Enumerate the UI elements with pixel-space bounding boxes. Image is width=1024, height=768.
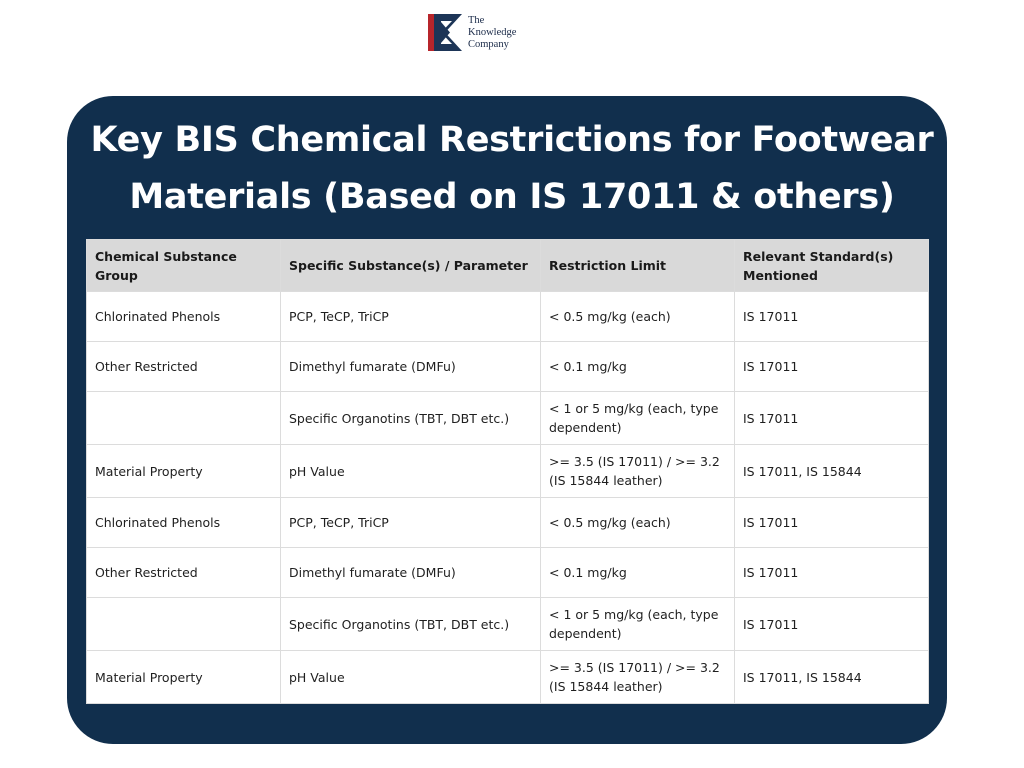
page-title: Key BIS Chemical Restrictions for Footwe… <box>0 112 1024 226</box>
header-restriction-limit: Restriction Limit <box>540 239 735 292</box>
table-row: Material Property pH Value >= 3.5 (IS 17… <box>86 444 929 498</box>
table-row: Specific Organotins (TBT, DBT etc.) < 1 … <box>86 391 929 445</box>
header-specific-substance: Specific Substance(s) / Parameter <box>280 239 541 292</box>
cell-standard: IS 17011 <box>734 597 929 651</box>
table-row: Material Property pH Value >= 3.5 (IS 17… <box>86 650 929 704</box>
cell-group: Chlorinated Phenols <box>86 497 281 548</box>
header-substance-group: Chemical Substance Group <box>86 239 281 292</box>
cell-limit: < 1 or 5 mg/kg (each, type dependent) <box>540 391 735 445</box>
cell-standard: IS 17011 <box>734 341 929 392</box>
cell-group: Chlorinated Phenols <box>86 291 281 342</box>
cell-standard: IS 17011 <box>734 291 929 342</box>
header-relevant-standard: Relevant Standard(s) Mentioned <box>734 239 929 292</box>
cell-limit: < 0.5 mg/kg (each) <box>540 497 735 548</box>
table-row: Chlorinated Phenols PCP, TeCP, TriCP < 0… <box>86 291 929 342</box>
cell-standard: IS 17011, IS 15844 <box>734 650 929 704</box>
logo-line-3: Company <box>468 39 509 50</box>
cell-limit: >= 3.5 (IS 17011) / >= 3.2 (IS 15844 lea… <box>540 444 735 498</box>
cell-limit: < 0.1 mg/kg <box>540 547 735 598</box>
logo-line-2: Knowledge <box>468 27 517 38</box>
cell-substance: PCP, TeCP, TriCP <box>280 497 541 548</box>
title-line-1: Key BIS Chemical Restrictions for Footwe… <box>90 120 934 160</box>
cell-group: Other Restricted <box>86 341 281 392</box>
k-logo-icon <box>428 14 462 51</box>
cell-group <box>86 597 281 651</box>
cell-standard: IS 17011, IS 15844 <box>734 444 929 498</box>
cell-group: Other Restricted <box>86 547 281 598</box>
cell-substance: Specific Organotins (TBT, DBT etc.) <box>280 391 541 445</box>
title-line-2: Materials (Based on IS 17011 & others) <box>129 177 895 217</box>
cell-substance: pH Value <box>280 650 541 704</box>
cell-standard: IS 17011 <box>734 497 929 548</box>
cell-substance: Dimethyl fumarate (DMFu) <box>280 547 541 598</box>
cell-group: Material Property <box>86 650 281 704</box>
logo-text: The Knowledge Company <box>468 15 516 51</box>
cell-limit: < 1 or 5 mg/kg (each, type dependent) <box>540 597 735 651</box>
cell-group <box>86 391 281 445</box>
table-row: Other Restricted Dimethyl fumarate (DMFu… <box>86 341 929 392</box>
cell-substance: Specific Organotins (TBT, DBT etc.) <box>280 597 541 651</box>
cell-substance: pH Value <box>280 444 541 498</box>
cell-limit: >= 3.5 (IS 17011) / >= 3.2 (IS 15844 lea… <box>540 650 735 704</box>
cell-substance: PCP, TeCP, TriCP <box>280 291 541 342</box>
cell-limit: < 0.1 mg/kg <box>540 341 735 392</box>
table-row: Specific Organotins (TBT, DBT etc.) < 1 … <box>86 597 929 651</box>
table-row: Other Restricted Dimethyl fumarate (DMFu… <box>86 547 929 598</box>
cell-group: Material Property <box>86 444 281 498</box>
company-logo: The Knowledge Company <box>428 14 516 54</box>
cell-substance: Dimethyl fumarate (DMFu) <box>280 341 541 392</box>
logo-line-1: The <box>468 15 485 26</box>
table-row: Chlorinated Phenols PCP, TeCP, TriCP < 0… <box>86 497 929 548</box>
table-header-row: Chemical Substance Group Specific Substa… <box>86 239 929 292</box>
cell-limit: < 0.5 mg/kg (each) <box>540 291 735 342</box>
restrictions-table: Chemical Substance Group Specific Substa… <box>86 239 929 704</box>
cell-standard: IS 17011 <box>734 547 929 598</box>
cell-standard: IS 17011 <box>734 391 929 445</box>
